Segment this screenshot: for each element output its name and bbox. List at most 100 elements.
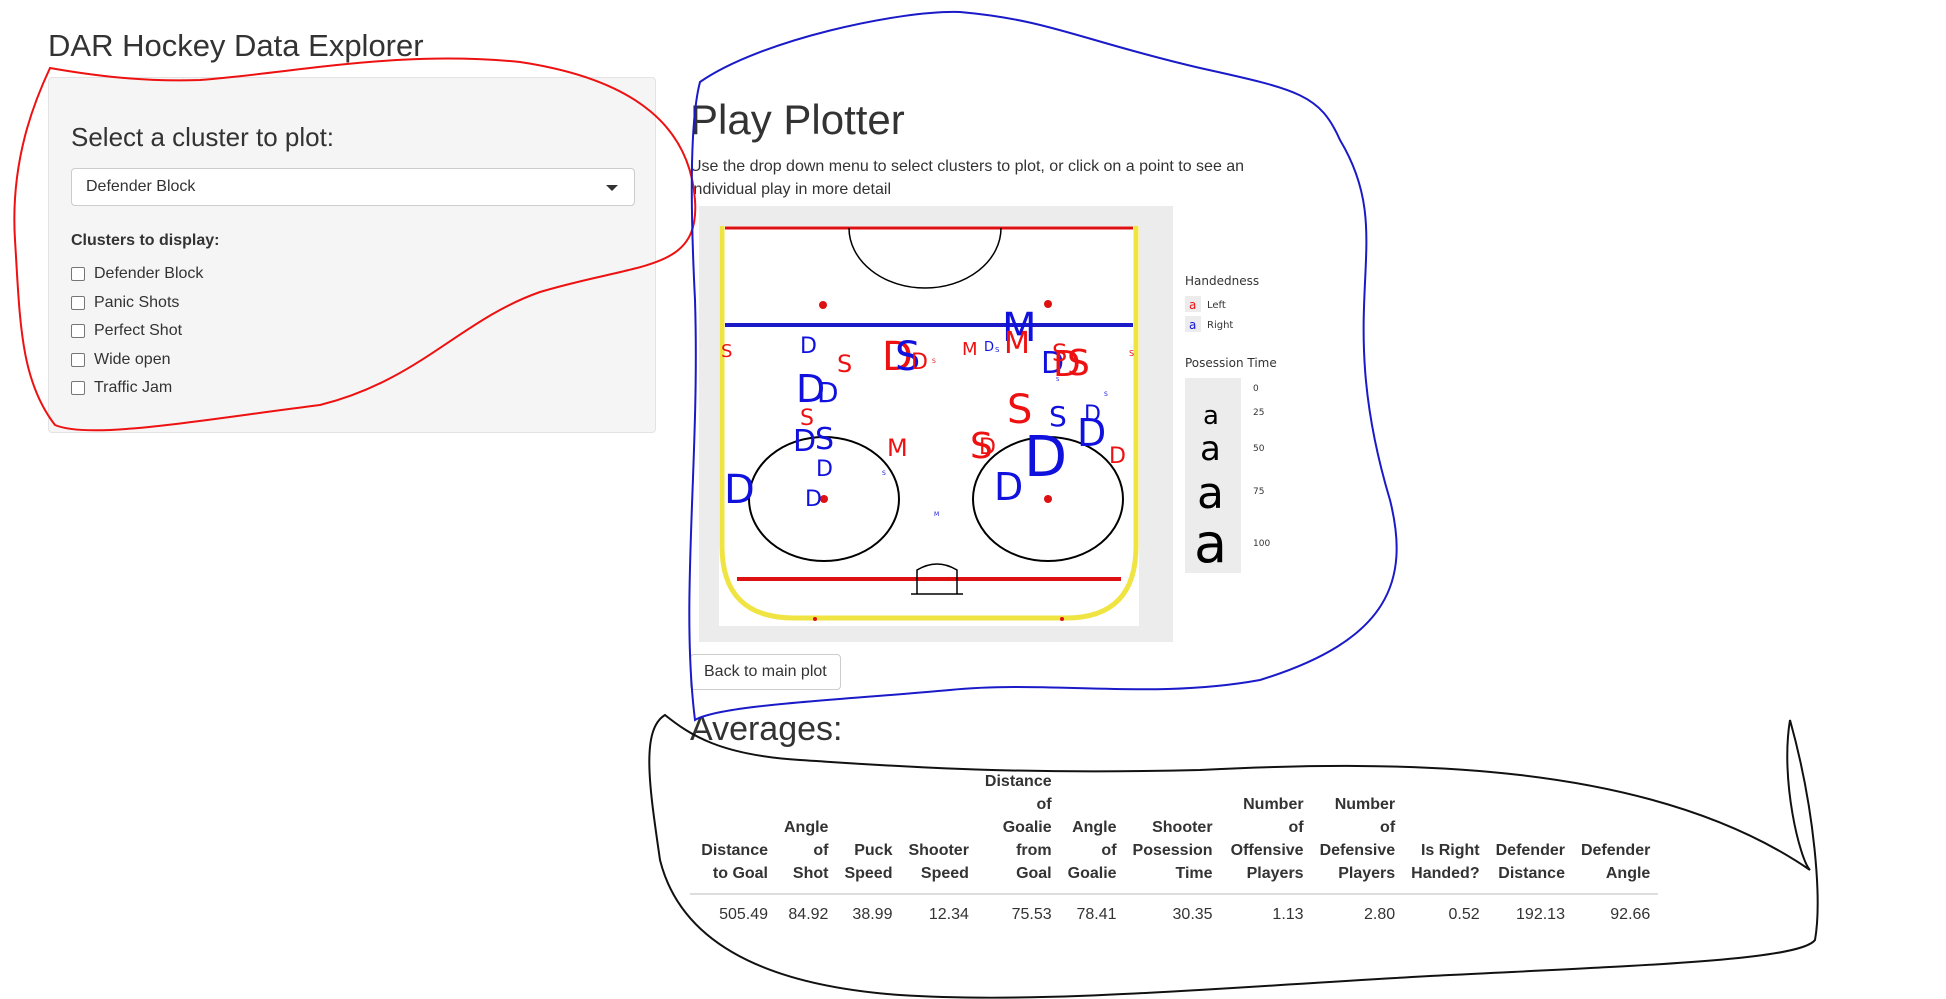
column-header: Angle of Shot [776, 762, 837, 895]
column-header: Angle of Goalie [1059, 762, 1125, 895]
legend-size-glyph: a [1194, 512, 1227, 575]
checkbox-wide-open[interactable]: Wide open [71, 346, 203, 375]
play-marker[interactable]: S [837, 350, 852, 378]
chevron-down-icon [606, 185, 618, 191]
net-dot [1060, 617, 1064, 621]
clusters-display-heading: Clusters to display: [71, 232, 220, 249]
legend-left-label: Left [1207, 300, 1226, 311]
play-marker[interactable]: D [724, 467, 755, 513]
play-marker[interactable]: D [1024, 425, 1067, 490]
faceoff-dot [1044, 300, 1052, 308]
column-header: Is Right Handed? [1403, 762, 1488, 895]
cluster-select-value: Defender Block [86, 178, 196, 195]
rink-plot[interactable]: S D S D D S D S D S D S M D S M M D S D … [699, 206, 1173, 642]
table-header-row: Distance to Goal Angle of Shot Puck Spee… [690, 762, 1659, 895]
table-cell: 192.13 [1516, 906, 1565, 923]
legend-right-glyph: a [1189, 318, 1196, 332]
checkbox-perfect-shot[interactable]: Perfect Shot [71, 317, 203, 346]
checkbox-box[interactable] [71, 324, 85, 339]
table-cell: 505.49 [719, 906, 768, 923]
play-marker[interactable]: D [793, 424, 816, 459]
app-title: DAR Hockey Data Explorer [48, 28, 424, 63]
table-cell: 84.92 [788, 906, 829, 923]
legend-size-label: 0 [1253, 384, 1259, 394]
clusters-checkbox-list: Defender Block Panic Shots Perfect Shot … [71, 260, 203, 403]
column-header: Distance to Goal [690, 762, 776, 895]
play-marker[interactable]: M [962, 339, 978, 360]
checkbox-box[interactable] [71, 381, 85, 396]
legend-size-glyph: a [1200, 429, 1221, 469]
faceoff-dot [1044, 495, 1052, 503]
table-cell: 92.66 [1610, 906, 1651, 923]
play-marker[interactable]: M [934, 511, 939, 518]
column-header: Defender Distance [1487, 762, 1573, 895]
legend-size-label: 25 [1253, 408, 1264, 418]
cluster-select[interactable]: Defender Block [71, 168, 635, 206]
legend-size-label: 50 [1253, 444, 1265, 454]
table-cell: 12.34 [928, 906, 969, 923]
checkbox-label: Perfect Shot [94, 322, 183, 340]
instructions-text: Use the drop down menu to select cluster… [690, 158, 1245, 198]
table-cell: 38.99 [852, 906, 893, 923]
play-marker[interactable]: D [979, 435, 996, 460]
play-marker[interactable]: M [887, 434, 908, 462]
checkbox-defender-block[interactable]: Defender Block [71, 260, 203, 289]
play-marker[interactable]: D [1077, 411, 1106, 455]
checkbox-label: Panic Shots [94, 293, 180, 311]
table-cell: 30.35 [1172, 906, 1213, 923]
faceoff-dot [819, 301, 827, 309]
play-marker[interactable]: S [995, 346, 1000, 354]
play-marker[interactable]: D [1109, 444, 1126, 469]
column-header: Distance of Goalie from Goal [976, 762, 1060, 895]
checkbox-box[interactable] [71, 267, 85, 282]
column-header: Shooter Speed [900, 762, 977, 895]
rink-surface [719, 226, 1139, 626]
table-cell: 0.52 [1448, 906, 1480, 923]
checkbox-box[interactable] [71, 352, 85, 367]
play-plotter-title: Play Plotter [690, 96, 905, 143]
net-dot [813, 617, 817, 621]
play-marker[interactable]: D [800, 334, 817, 359]
sidebar-panel: Select a cluster to plot: Defender Block… [48, 77, 656, 433]
column-header: Defender Angle [1572, 762, 1659, 895]
cluster-select-heading: Select a cluster to plot: [71, 122, 335, 152]
play-marker[interactable]: D [817, 376, 839, 409]
play-marker[interactable]: S [1129, 349, 1134, 358]
play-marker[interactable]: M [1004, 326, 1030, 361]
play-marker[interactable]: S [1067, 343, 1090, 384]
play-marker[interactable]: S [1056, 377, 1059, 383]
legend-size-glyph: a [1203, 401, 1219, 431]
plot-legend: Handedness a Left a Right Posession Time… [1185, 274, 1277, 575]
play-marker[interactable]: D [816, 457, 833, 482]
checkbox-traffic-jam[interactable]: Traffic Jam [71, 374, 203, 403]
play-marker[interactable]: D [805, 487, 822, 512]
averages-table: Distance to Goal Angle of Shot Puck Spee… [690, 762, 1659, 934]
checkbox-panic-shots[interactable]: Panic Shots [71, 289, 203, 318]
play-marker[interactable]: S [932, 358, 936, 365]
legend-handedness-title: Handedness [1185, 274, 1259, 288]
play-marker[interactable]: S [721, 341, 732, 362]
column-header: Shooter Posession Time [1124, 762, 1221, 895]
table-cell: 75.53 [1011, 906, 1052, 923]
play-marker[interactable]: D [911, 350, 928, 375]
checkbox-box[interactable] [71, 295, 85, 310]
play-marker[interactable]: S [1104, 391, 1108, 398]
table-cell: 2.80 [1364, 906, 1396, 923]
column-header: Number of Offensive Players [1220, 762, 1312, 895]
checkbox-label: Wide open [94, 350, 171, 368]
column-header: Number of Defensive Players [1311, 762, 1404, 895]
play-marker[interactable]: D [994, 465, 1023, 509]
legend-size-label: 100 [1253, 539, 1270, 549]
table-row: 505.49 84.92 38.99 12.34 75.53 78.41 30.… [690, 894, 1658, 934]
back-to-main-plot-button[interactable]: Back to main plot [690, 654, 841, 690]
legend-size-label: 75 [1253, 487, 1264, 497]
play-marker[interactable]: D [984, 340, 994, 355]
checkbox-label: Defender Block [94, 265, 204, 283]
play-marker[interactable]: S [882, 470, 886, 477]
legend-right-label: Right [1207, 320, 1233, 331]
averages-title: Averages: [690, 710, 843, 748]
play-marker[interactable]: S [815, 422, 834, 457]
rink-svg[interactable]: S D S D D S D S D S D S M D S M M D S D … [699, 206, 1173, 642]
column-header: Puck Speed [836, 762, 901, 895]
legend-posession-title: Posession Time [1185, 356, 1277, 370]
